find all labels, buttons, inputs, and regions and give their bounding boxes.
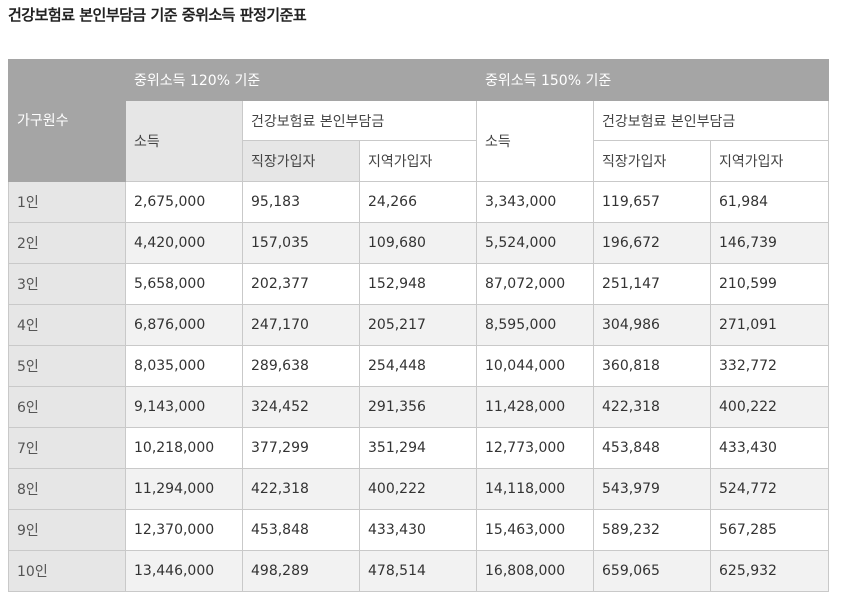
group-150-header: 중위소득 150% 기준 xyxy=(476,59,830,101)
premium-header-120: 건강보험료 본인부담금 xyxy=(241,100,478,141)
income-150-cell: 11,428,000 xyxy=(476,386,595,428)
employee-120-cell: 498,289 xyxy=(242,550,360,592)
household-size-cell: 4인 xyxy=(8,304,126,346)
table-row: 3인 5,658,000 202,377 152,948 87,072,000 … xyxy=(8,263,830,305)
employee-120-cell: 324,452 xyxy=(242,386,360,428)
table-row: 8인 11,294,000 422,318 400,222 14,118,000… xyxy=(8,468,830,510)
household-size-header: 가구원수 xyxy=(8,59,126,182)
household-size-cell: 5인 xyxy=(8,345,126,387)
table-row: 7인 10,218,000 377,299 351,294 12,773,000… xyxy=(8,427,830,469)
income-150-cell: 16,808,000 xyxy=(476,550,595,592)
income-120-cell: 10,218,000 xyxy=(125,427,243,469)
table-row: 9인 12,370,000 453,848 433,430 15,463,000… xyxy=(8,509,830,551)
employee-150-cell: 589,232 xyxy=(593,509,712,551)
regional-120-cell: 24,266 xyxy=(358,181,478,223)
income-120-cell: 9,143,000 xyxy=(125,386,243,428)
regional-150-cell: 400,222 xyxy=(710,386,830,428)
income-150-cell: 5,524,000 xyxy=(476,222,595,264)
employee-150-cell: 453,848 xyxy=(593,427,712,469)
table-row: 4인 6,876,000 247,170 205,217 8,595,000 3… xyxy=(8,304,830,346)
household-size-cell: 8인 xyxy=(8,468,126,510)
income-150-cell: 87,072,000 xyxy=(476,263,595,305)
employee-150-cell: 251,147 xyxy=(593,263,712,305)
income-120-cell: 8,035,000 xyxy=(125,345,243,387)
regional-150-cell: 146,739 xyxy=(710,222,830,264)
table-row: 1인 2,675,000 95,183 24,266 3,343,000 119… xyxy=(8,181,830,223)
regional-150-cell: 433,430 xyxy=(710,427,830,469)
employee-120-cell: 377,299 xyxy=(242,427,360,469)
income-150-cell: 3,343,000 xyxy=(476,181,595,223)
employee-120-cell: 453,848 xyxy=(242,509,360,551)
table-row: 2인 4,420,000 157,035 109,680 5,524,000 1… xyxy=(8,222,830,264)
income-150-cell: 8,595,000 xyxy=(476,304,595,346)
regional-150-cell: 271,091 xyxy=(710,304,830,346)
regional-150-cell: 625,932 xyxy=(710,550,830,592)
income-120-cell: 5,658,000 xyxy=(125,263,243,305)
table-row: 10인 13,446,000 498,289 478,514 16,808,00… xyxy=(8,550,830,592)
regional-120-cell: 109,680 xyxy=(358,222,478,264)
employee-header-150: 직장가입자 xyxy=(593,140,712,182)
regional-120-cell: 478,514 xyxy=(358,550,478,592)
household-size-cell: 7인 xyxy=(8,427,126,469)
income-150-cell: 12,773,000 xyxy=(476,427,595,469)
employee-150-cell: 543,979 xyxy=(593,468,712,510)
group-120-header: 중위소득 120% 기준 xyxy=(124,59,478,101)
regional-150-cell: 332,772 xyxy=(710,345,830,387)
income-150-cell: 10,044,000 xyxy=(476,345,595,387)
employee-150-cell: 304,986 xyxy=(593,304,712,346)
regional-120-cell: 254,448 xyxy=(358,345,478,387)
regional-header-120: 지역가입자 xyxy=(358,140,478,182)
income-150-cell: 15,463,000 xyxy=(476,509,595,551)
employee-150-cell: 422,318 xyxy=(593,386,712,428)
income-120-cell: 12,370,000 xyxy=(125,509,243,551)
household-size-cell: 1인 xyxy=(8,181,126,223)
regional-150-cell: 61,984 xyxy=(710,181,830,223)
income-150-cell: 14,118,000 xyxy=(476,468,595,510)
employee-120-cell: 202,377 xyxy=(242,263,360,305)
household-size-cell: 2인 xyxy=(8,222,126,264)
employee-120-cell: 247,170 xyxy=(242,304,360,346)
employee-120-cell: 422,318 xyxy=(242,468,360,510)
income-120-cell: 6,876,000 xyxy=(125,304,243,346)
table-row: 5인 8,035,000 289,638 254,448 10,044,000 … xyxy=(8,345,830,387)
employee-150-cell: 119,657 xyxy=(593,181,712,223)
household-size-cell: 9인 xyxy=(8,509,126,551)
regional-150-cell: 210,599 xyxy=(710,263,830,305)
regional-120-cell: 351,294 xyxy=(358,427,478,469)
income-120-cell: 2,675,000 xyxy=(125,181,243,223)
income-header-150: 소득 xyxy=(476,100,595,182)
regional-120-cell: 433,430 xyxy=(358,509,478,551)
regional-150-cell: 524,772 xyxy=(710,468,830,510)
employee-120-cell: 289,638 xyxy=(242,345,360,387)
income-120-cell: 13,446,000 xyxy=(125,550,243,592)
regional-120-cell: 152,948 xyxy=(358,263,478,305)
household-size-cell: 3인 xyxy=(8,263,126,305)
income-120-cell: 11,294,000 xyxy=(125,468,243,510)
household-size-cell: 6인 xyxy=(8,386,126,428)
employee-150-cell: 659,065 xyxy=(593,550,712,592)
employee-150-cell: 360,818 xyxy=(593,345,712,387)
table-row: 6인 9,143,000 324,452 291,356 11,428,000 … xyxy=(8,386,830,428)
regional-120-cell: 291,356 xyxy=(358,386,478,428)
premium-header-150: 건강보험료 본인부담금 xyxy=(593,100,830,141)
regional-header-150: 지역가입자 xyxy=(710,140,830,182)
household-size-cell: 10인 xyxy=(8,550,126,592)
employee-120-cell: 157,035 xyxy=(242,222,360,264)
regional-120-cell: 400,222 xyxy=(358,468,478,510)
regional-120-cell: 205,217 xyxy=(358,304,478,346)
income-header-120: 소득 xyxy=(125,100,243,182)
employee-150-cell: 196,672 xyxy=(593,222,712,264)
income-120-cell: 4,420,000 xyxy=(125,222,243,264)
regional-150-cell: 567,285 xyxy=(710,509,830,551)
employee-header-120: 직장가입자 xyxy=(242,140,360,182)
page-title: 건강보험료 본인부담금 기준 중위소득 판정기준표 xyxy=(8,6,307,24)
employee-120-cell: 95,183 xyxy=(242,181,360,223)
income-criteria-table: 가구원수 중위소득 120% 기준 중위소득 150% 기준 소득 건강보험료 … xyxy=(8,59,830,592)
